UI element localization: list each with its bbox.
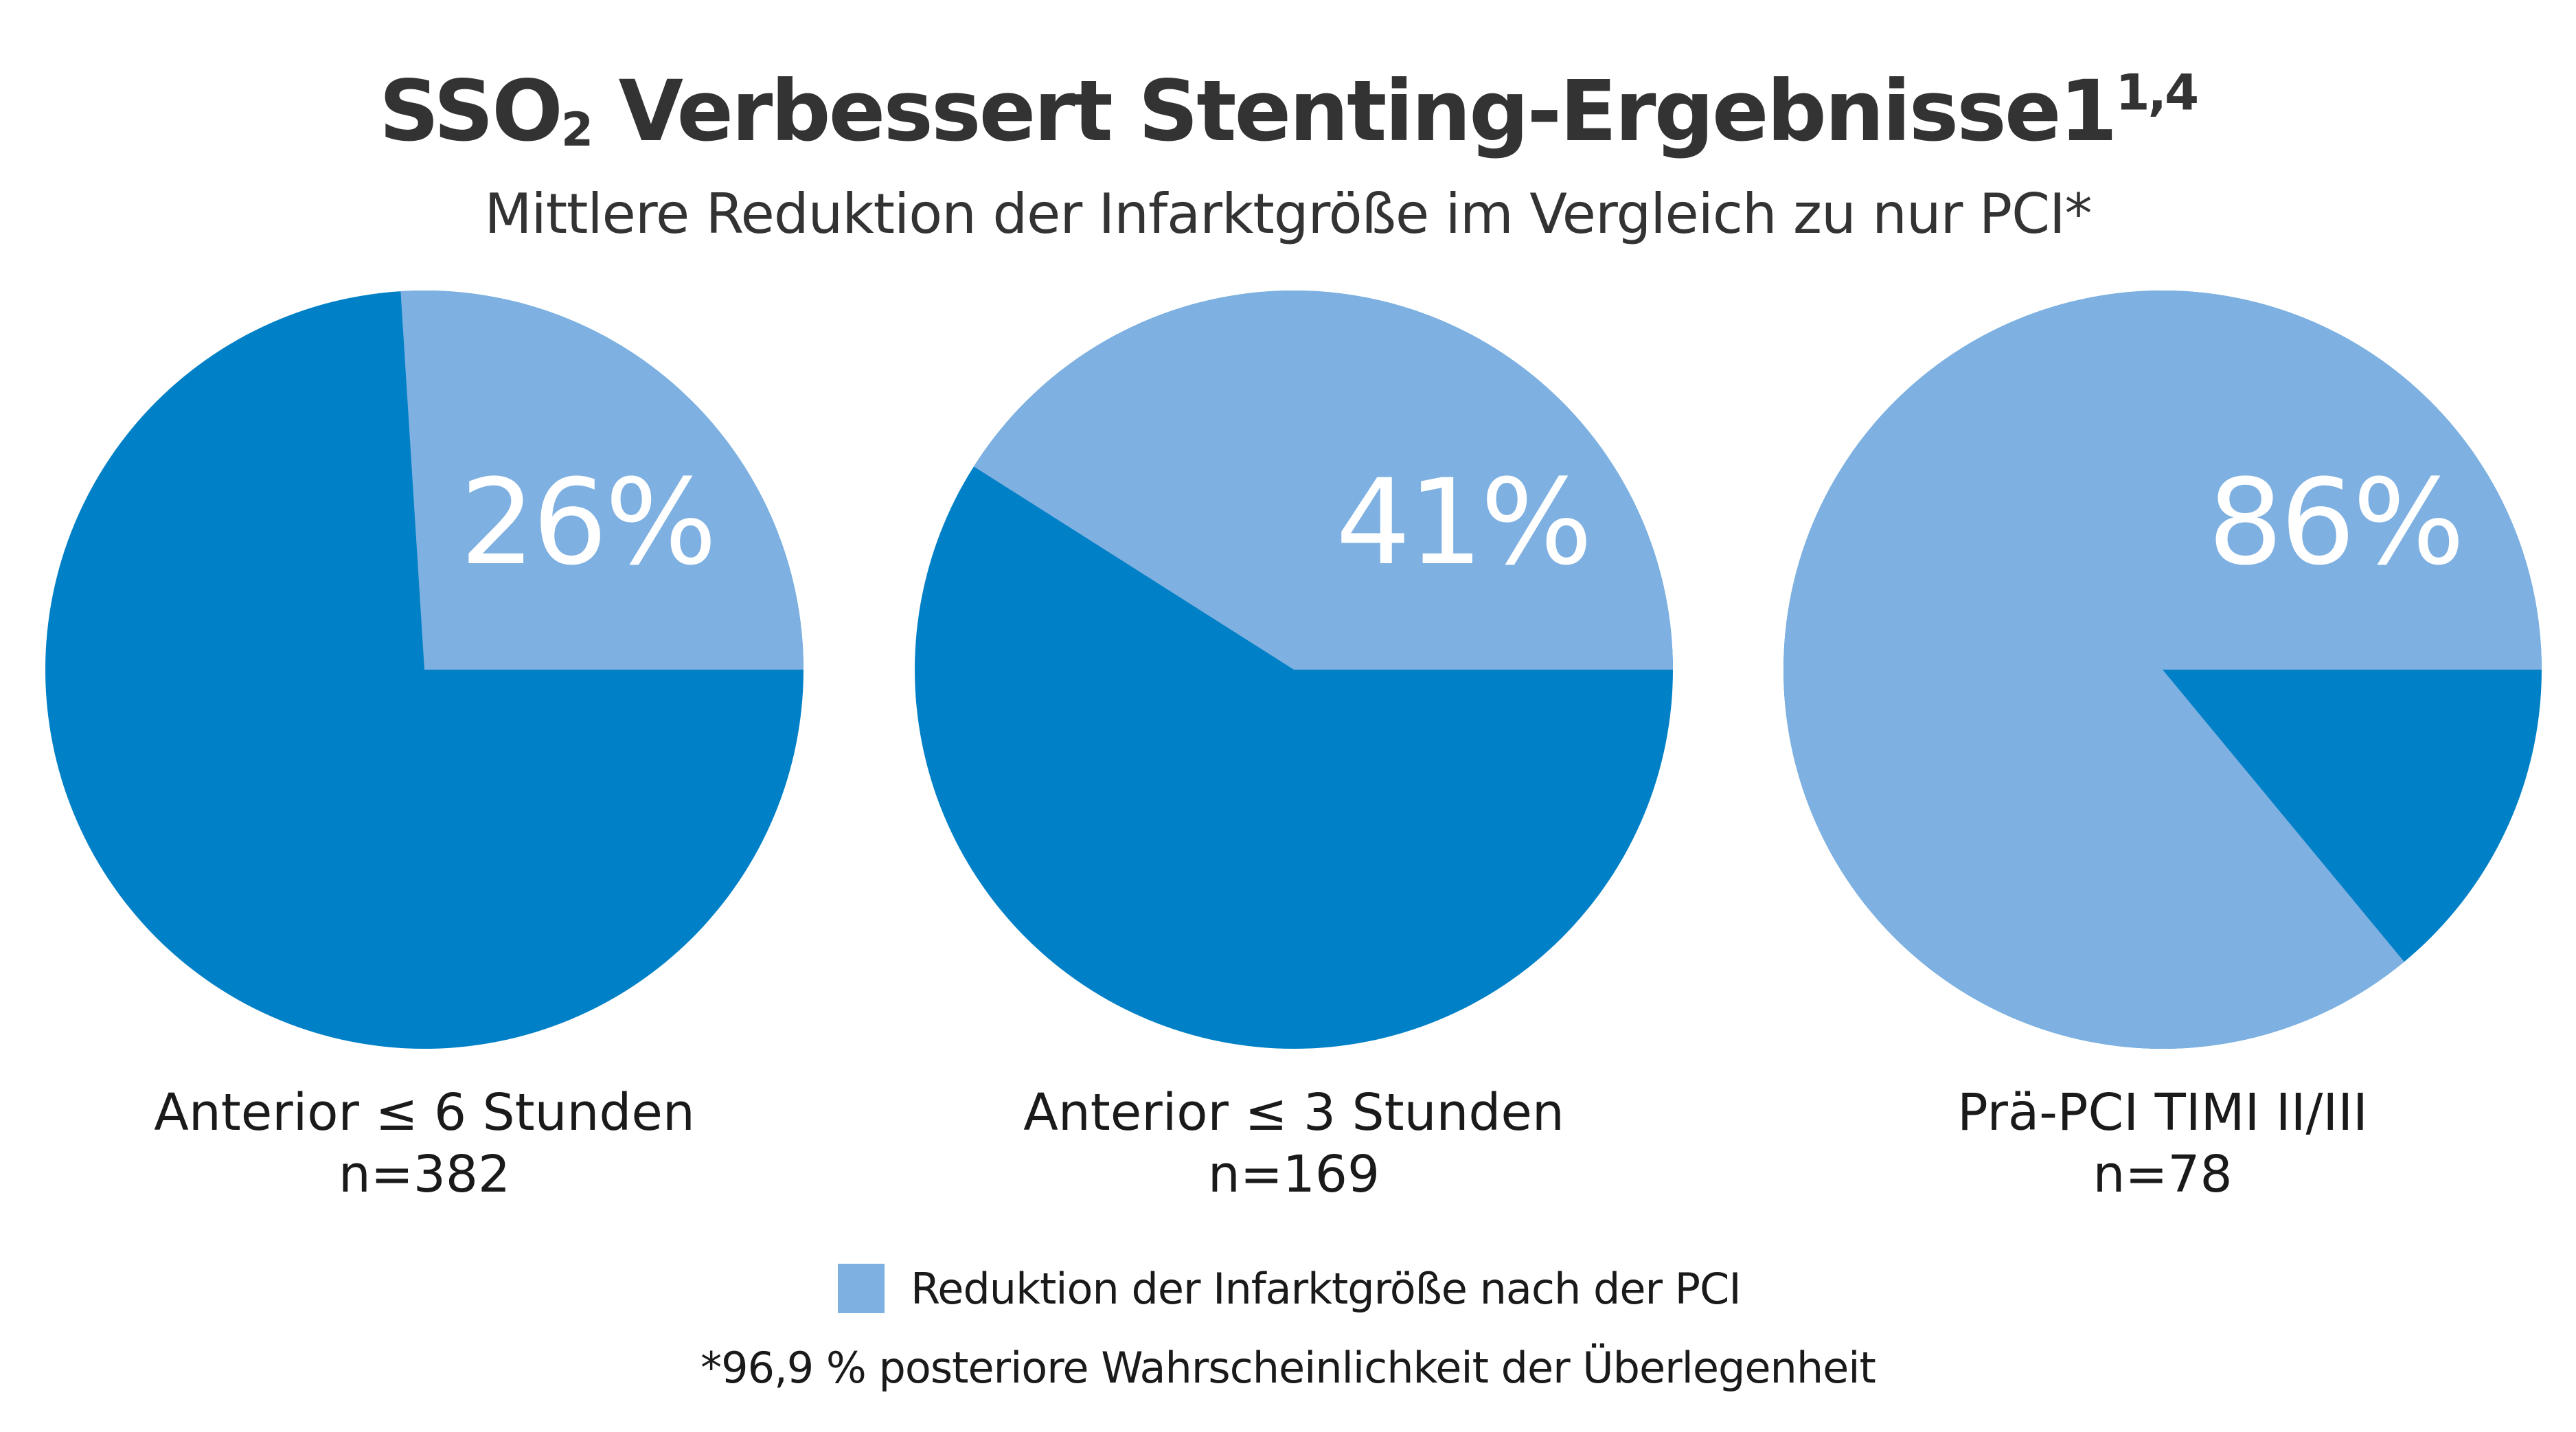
legend: Reduktion der Infarktgröße nach der PCI [838,1263,1742,1314]
pie-1-slice-reduction [400,291,803,670]
pie-2-title: Anterior ≤ 3 Stunden [1023,1083,1564,1142]
pie-1-n: n=382 [338,1145,511,1204]
pie-2-n: n=169 [1207,1145,1380,1204]
chart-title: SSO2 Verbessert Stenting-Ergebnisse11,4 [0,65,2576,157]
pie-1-category-label: Anterior ≤ 6 Stunden n=382 [12,1082,836,1205]
pie-1-value-label: 26% [460,453,714,591]
pie-3-slice-reduction [1783,291,2542,1049]
pie-3-value-label: 86% [2208,453,2462,591]
chart-subtitle: Mittlere Reduktion der Infarktgröße im V… [484,182,2092,246]
footnote: *96,9 % posteriore Wahrscheinlichkeit de… [700,1343,1876,1393]
pie-2-category-label: Anterior ≤ 3 Stunden n=169 [882,1082,1706,1205]
pie-3-n: n=78 [2093,1145,2233,1204]
legend-swatch [838,1264,885,1313]
pie-3-title: Prä-PCI TIMI II/III [1957,1083,2368,1142]
title-superscript: 1,4 [2115,63,2200,122]
legend-label: Reduktion der Infarktgröße nach der PCI [911,1263,1742,1314]
title-rest: Verbessert Stenting-Ergebnisse1 [591,62,2118,160]
pie-3-category-label: Prä-PCI TIMI II/III n=78 [1751,1082,2575,1205]
pie-1-title: Anterior ≤ 6 Stunden [154,1083,695,1142]
pie-2-value-label: 41% [1336,453,1590,591]
pie-2-slice-reduction [973,291,1673,670]
title-main: SSO [378,62,563,160]
title-subscript: 2 [560,103,593,158]
